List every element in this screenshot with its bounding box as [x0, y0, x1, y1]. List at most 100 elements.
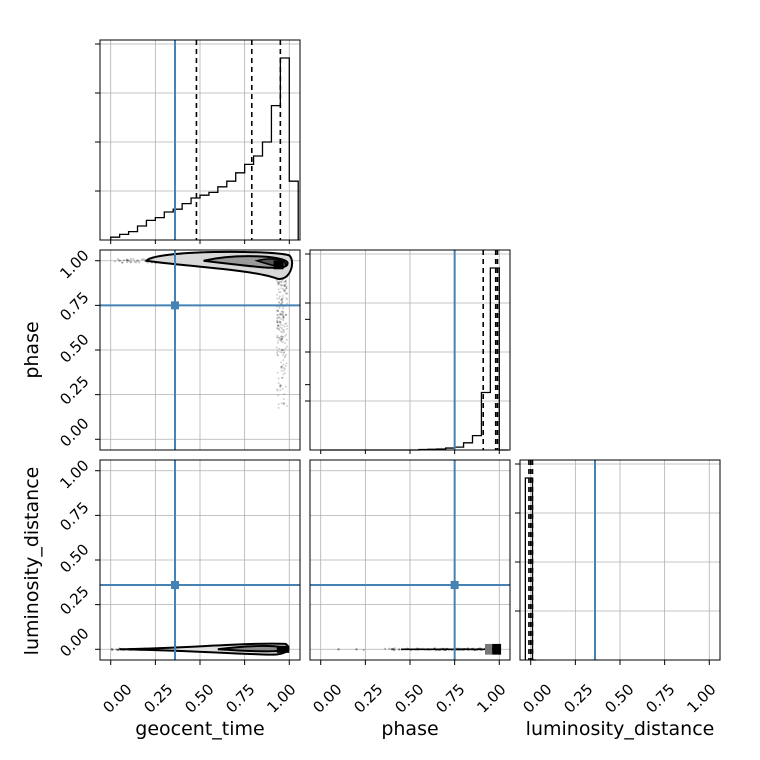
panel-1-0-point-198	[284, 285, 287, 288]
panel-1-0-point-191	[279, 280, 282, 283]
panel-1-0-point-112	[280, 335, 283, 338]
hist-0-bar-8	[182, 204, 191, 240]
panel-1-0-point-86	[281, 284, 284, 287]
panel-2-1-point-20	[362, 648, 365, 651]
panel-1-0-point-108	[284, 347, 287, 350]
panel-1-0-point-120	[277, 281, 280, 284]
panel-1-0-point-45	[275, 320, 278, 323]
panel-1-0-point-121	[284, 385, 287, 388]
panel-1-0-point-27	[280, 365, 283, 368]
panel-1-0-ridge-13	[125, 259, 128, 262]
panel-1-0-point-166	[280, 287, 283, 290]
panel-1-0-point-217	[281, 294, 284, 297]
x-ticklabel-c2-3: 0.75	[432, 680, 468, 716]
hist-0-bar-9	[191, 198, 200, 240]
y-axis-label-luminosity-distance: luminosity_distance	[21, 467, 43, 656]
panel-1-0-point-230	[282, 398, 285, 401]
panel-1-0-point-189	[280, 302, 283, 305]
panel-1-0-point-174	[282, 319, 285, 322]
x-ticklabel-c3-0: 0.00	[519, 680, 555, 716]
panel-1-0-sample-11	[282, 402, 286, 405]
hist-0-bar-17	[263, 142, 272, 240]
panel-1-0-point-90	[280, 369, 283, 372]
x-ticklabel-c3-3: 0.75	[642, 680, 678, 716]
panel-1-0-point-109	[279, 313, 282, 316]
panel-1-0-point-159	[281, 341, 284, 344]
panel-geocent-time-vs-phase	[99, 249, 301, 451]
panel-1-0-point-95	[285, 282, 288, 285]
panel-2-1-point-89	[388, 647, 391, 650]
panel-1-0-point-134	[285, 292, 288, 295]
panel-1-0-point-177	[283, 283, 286, 286]
panel-1-0-point-155	[281, 376, 284, 379]
y-ticklabel-r3-2-text: 0.50	[56, 540, 92, 576]
panel-1-0-sample-2	[136, 259, 139, 262]
y-ticklabel-r2-3: 0.75	[56, 288, 92, 324]
y-ticklabel-r2-1-text: 0.25	[56, 372, 92, 408]
x-ticklabel-c1-4-text: 1.00	[263, 680, 299, 716]
panel-1-0-sample-10	[279, 384, 282, 387]
hist-0-bar-16	[254, 156, 263, 240]
panel-1-0-ridge-57	[146, 261, 149, 264]
panel-1-0-point-28	[276, 314, 279, 317]
panel-1-0-point-128	[284, 314, 287, 317]
panel-1-0-point-94	[281, 310, 284, 313]
panel-2-0-point-60	[111, 648, 114, 651]
hist-0-bar-14	[236, 173, 245, 240]
panel-1-0-point-144	[282, 317, 285, 320]
panel-1-0-point-73	[278, 320, 281, 323]
panel-2-1-truth-marker	[450, 581, 459, 589]
x-ticklabel-c1-4: 1.00	[263, 680, 299, 716]
panel-1-0-point-65	[277, 406, 280, 409]
panel-1-0-point-4	[282, 314, 285, 317]
x-ticklabel-c3-0-text: 0.00	[519, 680, 555, 716]
panel-1-0-point-63	[278, 328, 281, 331]
panel-1-0-point-248	[283, 328, 286, 331]
panel-2-1-sample-0	[337, 648, 340, 651]
panel-1-0-point-83	[285, 286, 288, 289]
y-ticklabel-r2-2-text: 0.50	[56, 330, 92, 366]
y-ticklabel-r3-2: 0.50	[56, 540, 92, 576]
hist-0-bar-2	[129, 232, 138, 240]
panel-1-0-point-250	[279, 335, 282, 338]
panel-1-0-point-33	[280, 310, 283, 313]
panel-1-0-ridge-31	[125, 258, 128, 261]
panel-1-0-point-190	[285, 287, 288, 290]
hist-0-bar-20	[289, 181, 298, 240]
panel-1-0-point-253	[279, 326, 282, 329]
x-ticklabel-c2-2: 0.50	[391, 680, 427, 716]
x-ticklabel-c2-4: 1.00	[473, 680, 509, 716]
x-ticklabel-c1-3-text: 0.75	[222, 680, 258, 716]
panel-1-0-point-99	[283, 349, 286, 352]
panel-hist-luminosity-distance	[515, 459, 721, 661]
panel-2-1-sample-2	[390, 648, 394, 651]
panel-1-0-ridge-8	[134, 261, 137, 264]
panel-1-0-point-151	[278, 336, 281, 339]
panel-1-0-point-103	[276, 316, 279, 319]
panel-1-0-point-194	[282, 311, 285, 314]
panel-1-0-point-136	[278, 295, 281, 298]
panel-1-0-point-239	[283, 285, 286, 288]
hist-0-bar-13	[227, 181, 236, 240]
panel-1-0-sample-8	[279, 313, 282, 316]
y-ticklabel-r2-0: 0.00	[56, 414, 92, 450]
panel-1-0-point-139	[279, 323, 282, 326]
panel-1-0-point-105	[278, 280, 281, 283]
hist-1-bar-16	[464, 443, 473, 450]
panel-1-0-point-20	[279, 321, 282, 324]
panel-2-0-point-95	[115, 648, 118, 651]
hist-0-bar-18	[271, 106, 280, 240]
panel-1-0-point-0	[281, 297, 284, 300]
panel-1-0-point-52	[276, 351, 279, 354]
y-ticklabel-r2-4: 1.00	[56, 246, 92, 282]
panel-1-0-point-214	[285, 313, 288, 316]
panel-1-0-point-161	[281, 365, 284, 368]
panel-1-0-point-117	[285, 362, 288, 365]
hist-0-bar-11	[209, 192, 218, 240]
y-ticklabel-r3-4: 1.00	[56, 456, 92, 492]
hist-0-step	[110, 57, 299, 240]
panel-1-0-ridge-2	[117, 258, 120, 261]
panel-1-0-point-135	[284, 283, 287, 286]
panel-1-0-point-51	[285, 333, 288, 336]
x-ticklabel-c1-3: 0.75	[222, 680, 258, 716]
